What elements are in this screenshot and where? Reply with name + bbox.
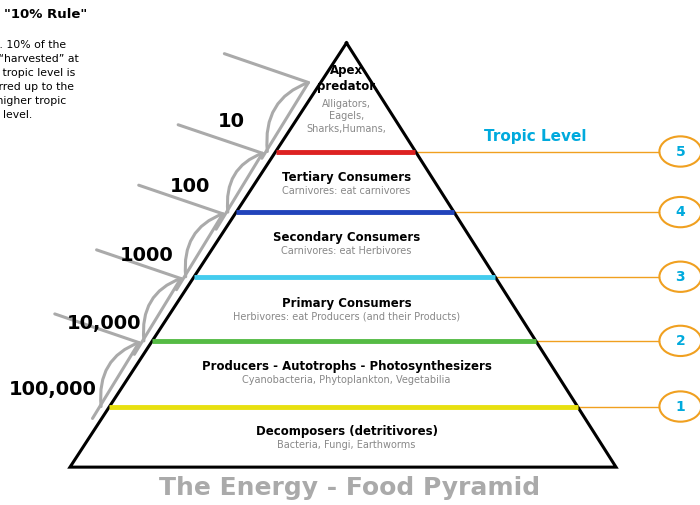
Text: "10% Rule": "10% Rule" [4, 8, 87, 21]
Text: Alligators,
Eagels,
Sharks,Humans,: Alligators, Eagels, Sharks,Humans, [307, 99, 386, 133]
Text: Herbivores: eat Producers (and their Products): Herbivores: eat Producers (and their Pro… [233, 312, 460, 322]
FancyArrowPatch shape [225, 54, 309, 158]
Text: 5: 5 [676, 144, 685, 159]
Text: 2: 2 [676, 334, 685, 348]
Text: 10,000: 10,000 [66, 314, 141, 333]
Text: The Energy - Food Pyramid: The Energy - Food Pyramid [160, 476, 540, 500]
Text: 3: 3 [676, 270, 685, 284]
Text: Apex
predator: Apex predator [317, 64, 376, 93]
FancyArrowPatch shape [178, 125, 262, 229]
Text: Carnivores: eat carnivores: Carnivores: eat carnivores [282, 186, 411, 196]
Text: Primary Consumers: Primary Consumers [281, 296, 412, 310]
Text: 100,000: 100,000 [8, 380, 97, 399]
FancyArrowPatch shape [97, 250, 181, 355]
Text: Bacteria, Fungi, Earthworms: Bacteria, Fungi, Earthworms [277, 440, 416, 450]
Text: 100: 100 [170, 177, 211, 196]
FancyArrowPatch shape [55, 314, 139, 419]
Text: Secondary Consumers: Secondary Consumers [273, 231, 420, 244]
Text: Tertiary Consumers: Tertiary Consumers [282, 171, 411, 184]
Text: Aprox. 10% of the
energy “harvested” at
a lower tropic level is
transferred up t: Aprox. 10% of the energy “harvested” at … [0, 40, 78, 120]
Text: 1: 1 [676, 399, 685, 414]
Text: 1000: 1000 [120, 245, 174, 265]
Text: Tropic Level: Tropic Level [484, 129, 587, 144]
Text: 10: 10 [218, 112, 244, 131]
Text: Producers - Autotrophs - Photosynthesizers: Producers - Autotrophs - Photosynthesize… [202, 360, 491, 373]
Text: 4: 4 [676, 205, 685, 219]
Text: Decomposers (detritivores): Decomposers (detritivores) [256, 425, 438, 438]
Text: Cyanobacteria, Phytoplankton, Vegetabilia: Cyanobacteria, Phytoplankton, Vegetabili… [242, 375, 451, 385]
FancyArrowPatch shape [139, 185, 223, 290]
Text: Carnivores: eat Herbivores: Carnivores: eat Herbivores [281, 246, 412, 256]
